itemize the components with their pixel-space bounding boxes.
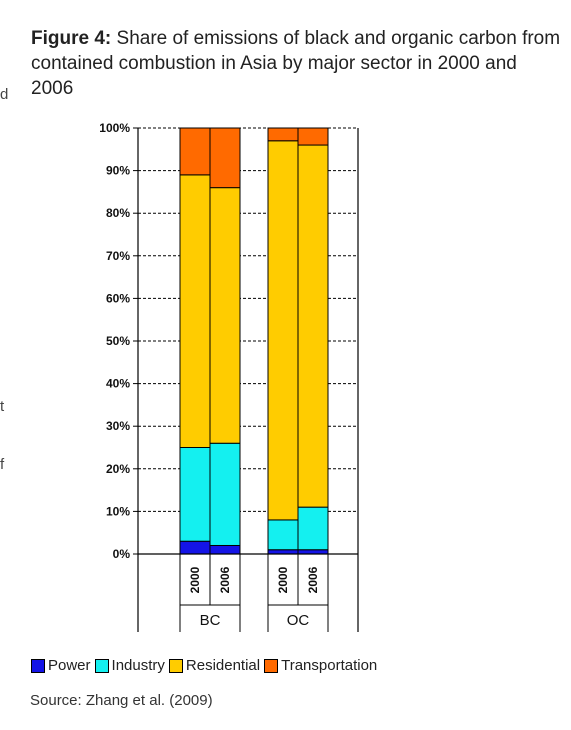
y-tick-label: 50% xyxy=(106,334,130,348)
category-label: 2000 xyxy=(276,566,290,593)
bar-segment-power xyxy=(297,549,329,555)
bar-segment-industry xyxy=(209,442,241,546)
y-tick-label: 90% xyxy=(106,164,130,178)
category-label: 2000 xyxy=(188,566,202,593)
y-tick-label: 70% xyxy=(106,249,130,263)
edge-fragment: f xyxy=(0,456,5,473)
figure-source: Source: Zhang et al. (2009) xyxy=(30,692,213,709)
y-tick-label: 40% xyxy=(106,377,130,391)
bar-segment-transportation xyxy=(209,127,241,189)
y-tick-label: 10% xyxy=(106,504,130,518)
category-label: 2006 xyxy=(306,566,320,593)
y-tick-label: 80% xyxy=(106,206,130,220)
bar-segment-residential xyxy=(179,174,211,449)
bar-segment-power xyxy=(267,549,299,555)
legend-label: Industry xyxy=(111,657,165,674)
y-tick-label: 60% xyxy=(106,291,130,305)
bar-segment-transportation xyxy=(267,127,299,142)
figure-title: Figure 4: Share of emissions of black an… xyxy=(31,26,561,101)
category-label: 2006 xyxy=(218,566,232,593)
edge-fragment: d xyxy=(0,86,9,103)
legend-swatch xyxy=(264,658,279,673)
stacked-bar-chart: 0% 10% 20% 30% 40% 50% 60% 70% 80% 90% 100% 2000 200… xyxy=(99,121,359,632)
legend-label: Residential xyxy=(185,657,261,674)
bar-segment-residential xyxy=(297,144,329,508)
edge-fragment: t xyxy=(0,398,5,415)
bar-segment-industry xyxy=(179,447,211,542)
chart-legend: Power Industry Residential Transportation xyxy=(31,657,381,674)
legend-item: Transportation xyxy=(264,657,377,674)
legend-swatch xyxy=(94,658,109,673)
figure-title-text: Share of emissions of black and organic … xyxy=(31,28,561,99)
legend-label: Transportation xyxy=(281,657,378,674)
bar-segment-transportation xyxy=(297,127,329,146)
y-tick-label: 30% xyxy=(106,419,130,433)
y-tick-label: 20% xyxy=(106,462,130,476)
bar-segment-industry xyxy=(267,519,299,551)
legend-swatch xyxy=(31,658,45,673)
bar-segment-residential xyxy=(209,187,241,444)
bar-segment-power xyxy=(209,544,241,555)
legend-item: Residential xyxy=(168,657,261,674)
legend-label: Power xyxy=(48,657,91,674)
y-tick-label: 100% xyxy=(99,121,130,135)
legend-item: Industry xyxy=(94,657,165,674)
bar-segment-industry xyxy=(297,506,329,551)
figure-label: Figure 4: xyxy=(31,28,112,49)
legend-item: Power xyxy=(31,657,91,674)
legend-swatch xyxy=(168,658,183,673)
y-tick-label: 0% xyxy=(113,547,131,561)
group-label: OC xyxy=(287,612,310,629)
group-label: BC xyxy=(200,612,221,629)
bar-segment-residential xyxy=(267,140,299,521)
bar-segment-transportation xyxy=(179,127,211,176)
bar-segment-power xyxy=(179,540,211,555)
